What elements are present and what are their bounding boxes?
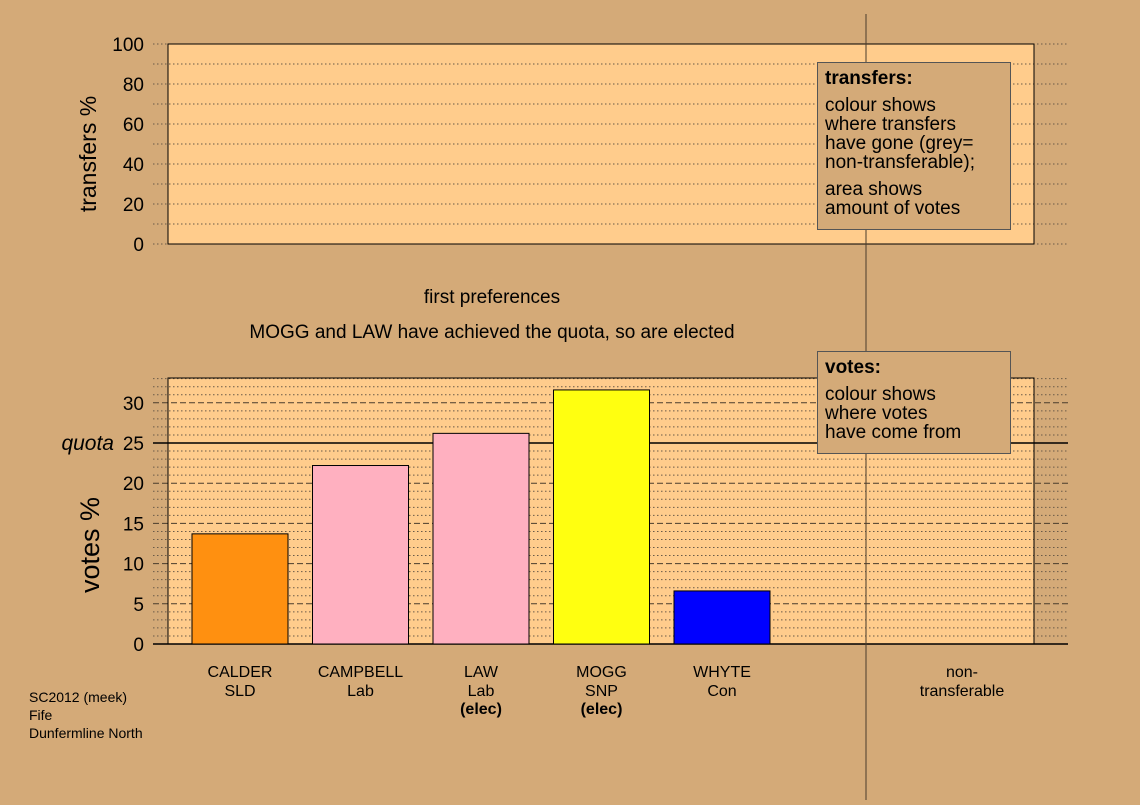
footer-caption: SC2012 (meek) Fife Dunfermline North	[29, 688, 143, 742]
votes-tick-label: 20	[123, 474, 144, 495]
transfers-axis-label: transfers %	[75, 96, 101, 212]
legend-line: area shows	[825, 179, 923, 200]
candidate-name: CALDER	[208, 664, 273, 681]
votes-tick-label: 15	[123, 514, 144, 535]
candidate-name: WHYTE	[693, 664, 751, 681]
votes-legend: votes: colour shows where votes have com…	[817, 351, 1011, 454]
legend-line: colour shows	[825, 384, 936, 405]
candidate-party: Lab	[468, 683, 495, 700]
legend-line: non-transferable);	[825, 152, 975, 173]
transfers-tick-label: 40	[123, 155, 144, 176]
chart-subtitle: MOGG and LAW have achieved the quota, so…	[249, 322, 734, 343]
legend-line: have gone (grey=	[825, 133, 974, 154]
transfers-plot-frame	[167, 43, 1035, 245]
transfers-tick-label: 80	[123, 75, 144, 96]
votes-tick-label: 0	[133, 635, 144, 656]
bar-mogg	[553, 389, 650, 645]
votes-legend-title: votes:	[825, 357, 881, 378]
candidate-name: LAW	[464, 664, 499, 681]
votes-tick-label: 5	[133, 595, 144, 616]
transfers-tick-label: 60	[123, 115, 144, 136]
bar-calder	[191, 533, 289, 645]
candidate-party: SNP	[585, 683, 618, 700]
bar-law	[432, 432, 530, 645]
bar-campbell	[312, 465, 409, 645]
bar-whyte	[673, 590, 771, 645]
candidate-party: SLD	[224, 683, 255, 700]
transfers-legend: transfers: colour shows where transfers …	[817, 62, 1011, 230]
legend-line: where transfers	[825, 114, 956, 135]
candidate-name: MOGG	[576, 664, 627, 681]
candidate-party: Con	[707, 683, 736, 700]
footer-ward: Dunfermline North	[29, 725, 143, 741]
candidate-name: CAMPBELL	[318, 664, 403, 681]
transfers-tick-label: 0	[133, 235, 144, 256]
votes-legend-text: colour shows where votes have come from	[825, 385, 1003, 442]
legend-line: have come from	[825, 422, 962, 443]
legend-line: where votes	[825, 403, 928, 424]
elected-marker: (elec)	[581, 701, 623, 718]
transfers-tick-label: 100	[112, 35, 144, 56]
nontransferable-label: transferable	[920, 683, 1005, 700]
elected-marker: (elec)	[460, 701, 502, 718]
legend-line: amount of votes	[825, 198, 961, 219]
candidate-party: Lab	[347, 683, 374, 700]
transfers-legend-title: transfers:	[825, 68, 913, 89]
footer-election: SC2012 (meek)	[29, 689, 128, 705]
votes-tick-label: 10	[123, 555, 144, 576]
transfers-legend-colour-text: colour shows where transfers have gone (…	[825, 96, 1003, 172]
transfers-legend-area-text: area shows amount of votes	[825, 180, 1003, 218]
legend-line: colour shows	[825, 95, 936, 116]
votes-tick-label: 30	[123, 394, 144, 415]
votes-axis-label: votes %	[75, 497, 105, 593]
transfers-tick-label: 20	[123, 195, 144, 216]
chart-title: first preferences	[424, 287, 560, 308]
quota-label: quota	[61, 432, 114, 455]
nontransferable-label: non-	[946, 664, 978, 681]
footer-council: Fife	[29, 707, 53, 723]
votes-tick-label: 25	[123, 434, 144, 455]
